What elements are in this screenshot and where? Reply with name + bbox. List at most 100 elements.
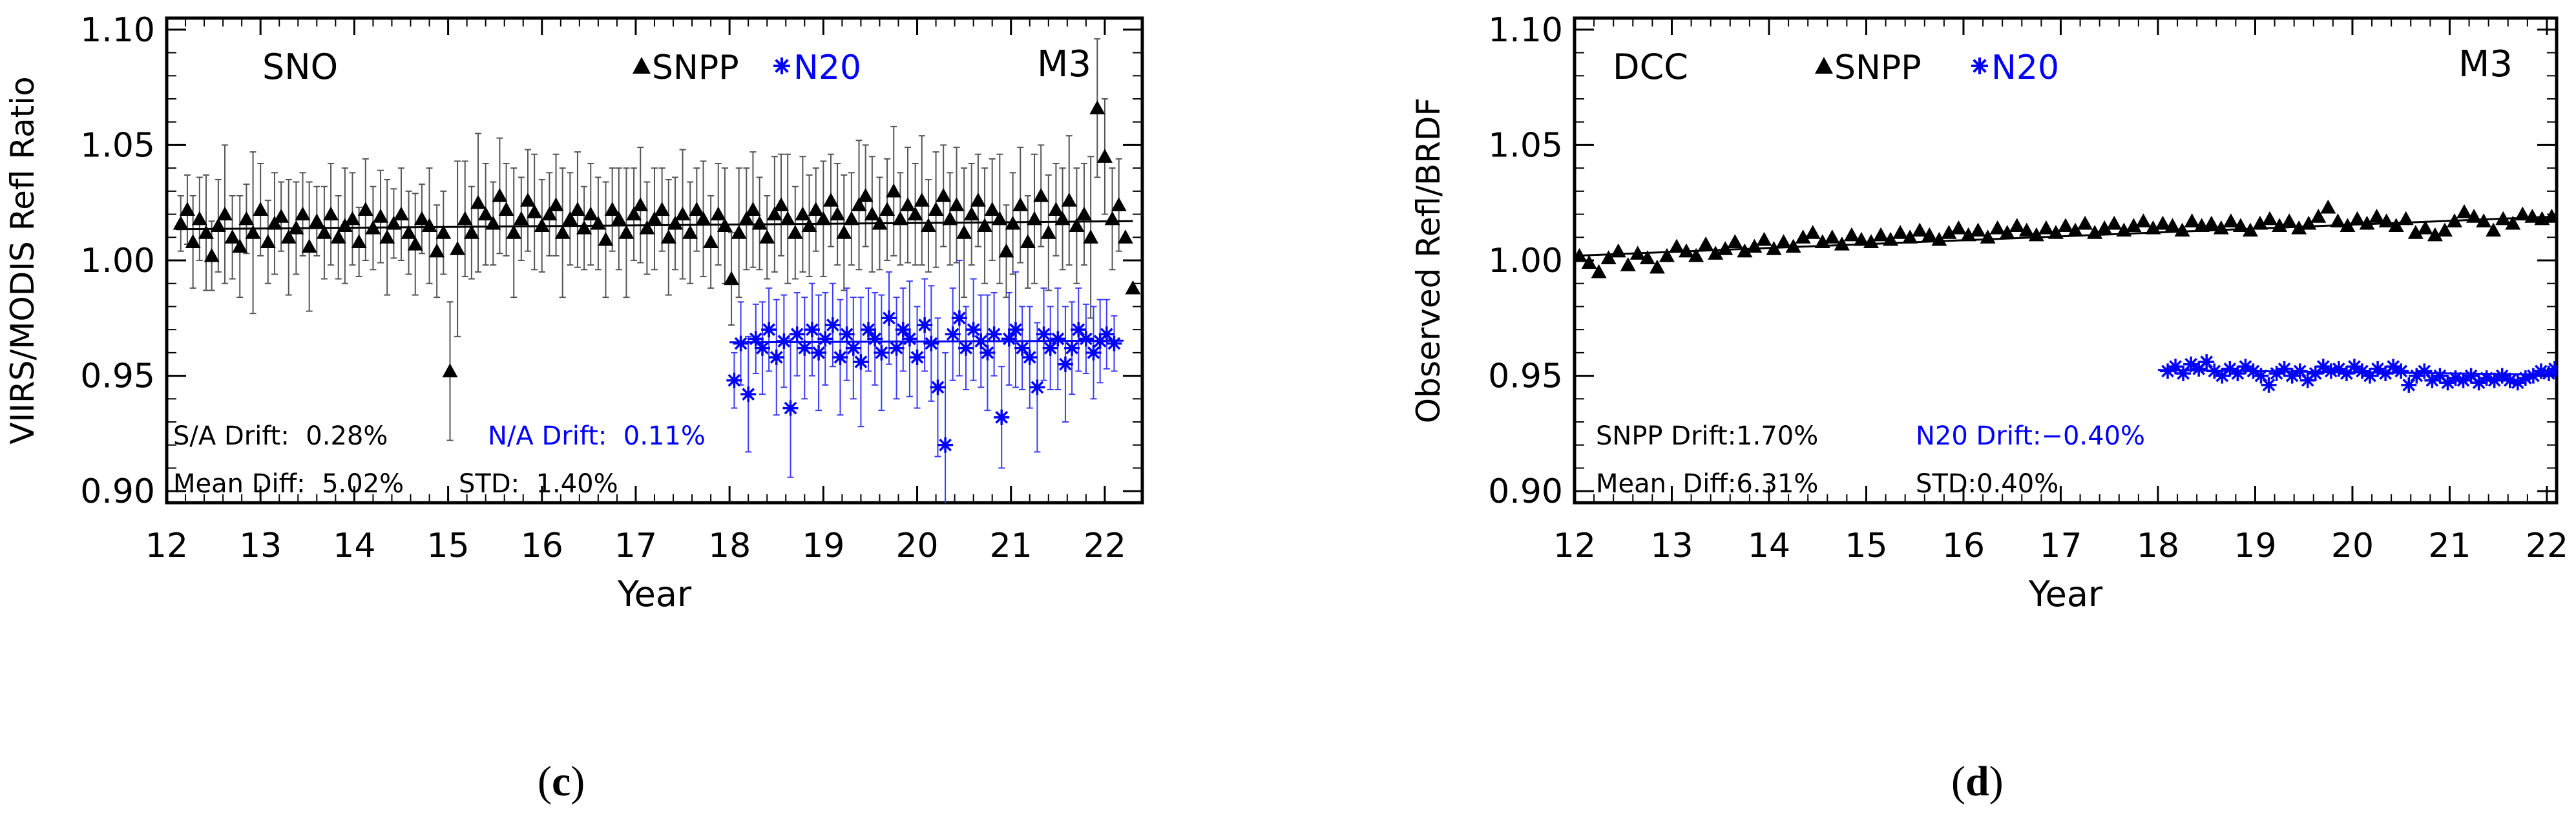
data-point (864, 206, 880, 221)
data-point (429, 243, 445, 258)
data-point (667, 215, 683, 230)
series-snpp (1575, 199, 2557, 278)
data-point (2018, 222, 2035, 237)
data-point (817, 331, 833, 347)
data-point (2378, 366, 2394, 381)
data-point (2495, 211, 2511, 225)
data-point (2509, 375, 2526, 391)
data-point (2253, 368, 2269, 384)
data-point (2199, 354, 2215, 370)
panel-letter-d: d (1965, 758, 1989, 805)
x-tick-label: 21 (2428, 527, 2471, 565)
data-point (2281, 213, 2298, 227)
data-point (2369, 209, 2385, 223)
data-point (928, 202, 944, 216)
data-point (2116, 222, 2132, 237)
data-point (1001, 331, 1017, 347)
data-point (442, 363, 458, 378)
x-tick-label: 17 (2039, 527, 2082, 565)
data-point (1040, 225, 1056, 239)
data-point (1863, 234, 1880, 249)
data-point (979, 344, 996, 361)
data-point (2223, 213, 2239, 227)
data-point (789, 326, 805, 342)
data-point (2370, 361, 2386, 377)
data-point (2440, 375, 2456, 391)
data-point (830, 206, 846, 221)
data-point (1048, 202, 1064, 216)
data-point (1064, 340, 1080, 356)
plot-area (1575, 199, 2557, 393)
data-point (874, 344, 890, 361)
data-point (1610, 243, 1626, 258)
data-point (1076, 206, 1092, 221)
data-point (888, 340, 905, 356)
data-point (2455, 372, 2471, 388)
data-point (2307, 366, 2323, 381)
data-point (179, 202, 195, 216)
data-point (824, 317, 841, 333)
data-point (811, 344, 827, 361)
data-point (1020, 234, 1036, 249)
data-point (323, 206, 339, 221)
data-point (703, 234, 719, 249)
data-point (2330, 361, 2347, 377)
data-point (301, 238, 317, 253)
data-point (1054, 211, 1071, 225)
data-point (867, 331, 883, 347)
data-point (2155, 215, 2171, 230)
data-point (832, 350, 848, 365)
data-point (977, 218, 993, 233)
data-point (2424, 372, 2440, 388)
data-point (901, 331, 917, 347)
data-point (309, 213, 325, 227)
data-point (1042, 340, 1058, 356)
data-point (2466, 209, 2482, 223)
data-point (344, 211, 361, 225)
data-point (2028, 227, 2044, 242)
data-point (726, 372, 742, 388)
data-point (611, 211, 627, 225)
data-point (351, 234, 367, 249)
data-point (948, 197, 965, 211)
data-point (477, 206, 494, 221)
data-point (1659, 247, 1675, 262)
data-point (1737, 243, 1753, 258)
data-point (330, 229, 346, 244)
data-point (804, 322, 820, 338)
data-point (554, 225, 571, 239)
y-tick-label: 1.05 (80, 126, 155, 165)
data-point (2338, 366, 2354, 381)
y-tick-label: 1.05 (1488, 126, 1563, 165)
data-point (173, 215, 189, 230)
data-point (2330, 213, 2346, 227)
data-point (2388, 218, 2404, 233)
data-point (1012, 197, 1029, 211)
data-point (2502, 372, 2518, 388)
data-point (1980, 229, 1996, 244)
data-point (1591, 264, 1607, 278)
chart-d: 12 13 14 15 16 17 18 19 20 21 22 0.90 0.95 1.00 1.05 1.… (1410, 11, 2568, 614)
data-point (1999, 225, 2015, 239)
data-point (2447, 370, 2464, 386)
data-point (2126, 218, 2142, 233)
y-tick-label: 1.10 (80, 11, 155, 50)
data-point (2505, 215, 2521, 230)
data-point (414, 211, 430, 225)
data-point (379, 229, 395, 244)
data-point (945, 326, 961, 342)
data-point (238, 211, 255, 225)
data-point (1795, 229, 1811, 244)
data-point (2206, 363, 2223, 379)
y-tick-label: 0.90 (80, 472, 155, 511)
data-point (1814, 234, 1830, 249)
data-point (675, 206, 691, 221)
data-point (2038, 220, 2054, 235)
data-point (795, 206, 811, 221)
data-point (843, 211, 859, 225)
data-point (2261, 377, 2277, 393)
data-point (909, 350, 925, 365)
data-point (1717, 241, 1733, 255)
data-point (2546, 361, 2557, 377)
data-point (2476, 213, 2492, 227)
